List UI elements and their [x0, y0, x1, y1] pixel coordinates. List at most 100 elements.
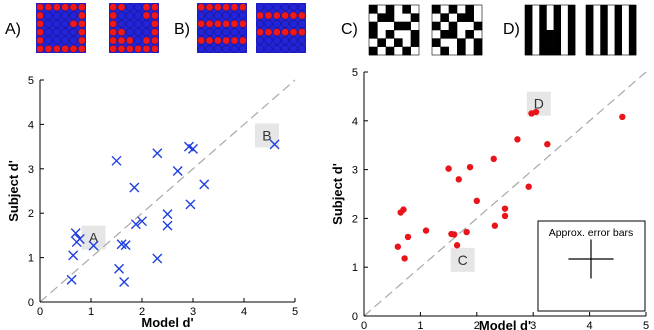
- data-point: [68, 250, 79, 261]
- pattern-dot: [77, 19, 86, 28]
- pattern-cell: [525, 30, 533, 39]
- pattern-dot: [256, 11, 265, 20]
- pattern-cell: [600, 38, 608, 47]
- pattern-dot: [197, 28, 206, 37]
- data-point: [116, 239, 127, 250]
- pattern-cell: [614, 13, 623, 22]
- pattern-dot: [281, 3, 290, 12]
- data-point: [532, 108, 540, 116]
- pattern-background: [109, 3, 159, 53]
- pattern-cell: [546, 30, 554, 39]
- pattern-dot: [264, 3, 273, 12]
- pattern-dot: [61, 3, 70, 12]
- pattern-dot: [134, 28, 143, 37]
- pattern-cell: [369, 21, 378, 31]
- pattern-cell: [402, 21, 411, 31]
- pattern-dot: [205, 19, 214, 28]
- pattern-dot: [256, 36, 265, 45]
- pattern-dot: [61, 19, 70, 28]
- pattern-cell: [553, 30, 562, 39]
- pattern-dot: [230, 11, 239, 20]
- pattern-cell: [567, 5, 576, 14]
- y-tick-label: 2: [352, 213, 358, 225]
- pattern-dot: [142, 19, 151, 28]
- pattern-dot: [117, 11, 126, 20]
- pattern-cell: [567, 13, 576, 22]
- pattern-dot: [289, 19, 298, 28]
- pattern-cell: [440, 13, 449, 22]
- pattern-dot: [281, 11, 290, 20]
- pattern-dot: [134, 36, 143, 45]
- pattern-cell: [448, 30, 458, 39]
- pattern-cell: [628, 21, 637, 31]
- pattern-dot: [142, 44, 151, 53]
- pattern-cell: [473, 38, 483, 47]
- pattern-cell: [586, 46, 594, 56]
- pattern-cell: [567, 38, 576, 47]
- pattern-dot: [69, 11, 78, 20]
- pattern-cell: [628, 5, 637, 14]
- pattern-dot: [150, 36, 159, 45]
- pattern-dot: [230, 19, 239, 28]
- pattern-dot: [238, 11, 247, 20]
- pattern-cell: [567, 21, 576, 31]
- pattern-cell: [377, 38, 386, 47]
- pattern-dot: [289, 11, 298, 20]
- pattern-dot: [272, 19, 281, 28]
- pattern-cell: [457, 38, 466, 47]
- pattern-cell: [614, 21, 623, 31]
- pattern-cell: [614, 38, 623, 47]
- data-point: [445, 165, 452, 172]
- pattern-dot: [213, 36, 222, 45]
- pattern-dot: [109, 19, 118, 28]
- pattern-dot: [109, 36, 118, 45]
- pattern-dot: [117, 19, 126, 28]
- pattern-cell: [586, 21, 594, 31]
- pattern-background: [585, 4, 637, 56]
- pattern-background: [256, 3, 306, 53]
- pattern-cell: [628, 38, 637, 47]
- x-axis-label: Model d': [479, 318, 531, 330]
- pattern-dot: [61, 11, 70, 20]
- pattern-dot: [197, 3, 206, 12]
- pattern-dot: [77, 3, 86, 12]
- pattern-dot: [61, 44, 70, 53]
- pattern-dot: [297, 3, 306, 12]
- pattern-dot: [109, 44, 118, 53]
- y-tick-label: 0: [28, 297, 34, 309]
- pattern-dot: [69, 44, 78, 53]
- annotation-label: B: [262, 128, 271, 144]
- x-tick-label: 3: [530, 320, 536, 330]
- x-tick-label: 3: [190, 306, 196, 318]
- data-point: [185, 199, 196, 210]
- pattern-dot: [213, 3, 222, 12]
- pattern-dot: [289, 36, 298, 45]
- pattern-cell: [473, 46, 483, 56]
- panel-label-c: C): [341, 21, 358, 38]
- pattern-cell: [385, 5, 395, 14]
- pattern-cell: [546, 46, 554, 56]
- pattern-dot: [44, 11, 53, 20]
- pattern-dot: [125, 19, 134, 28]
- pattern-dot: [142, 28, 151, 37]
- pattern-dot: [150, 3, 159, 12]
- data-point: [70, 228, 81, 239]
- pattern-dot: [272, 36, 281, 45]
- pattern-cell: [432, 21, 441, 31]
- pattern-cell: [465, 13, 474, 22]
- pattern-cell: [539, 30, 547, 39]
- data-point: [401, 255, 408, 262]
- pattern-cell: [614, 46, 623, 56]
- pattern-cell: [402, 5, 411, 14]
- pattern-dot: [272, 28, 281, 37]
- pattern-cell: [448, 21, 458, 31]
- pattern-cell: [600, 21, 608, 31]
- pattern-cell: [586, 13, 594, 22]
- pattern-dot: [142, 36, 151, 45]
- x-tick-label: 0: [361, 320, 367, 330]
- pattern-dot: [134, 3, 143, 12]
- pattern-dot: [142, 3, 151, 12]
- pattern-dot: [205, 44, 214, 53]
- pattern-cell: [600, 30, 608, 39]
